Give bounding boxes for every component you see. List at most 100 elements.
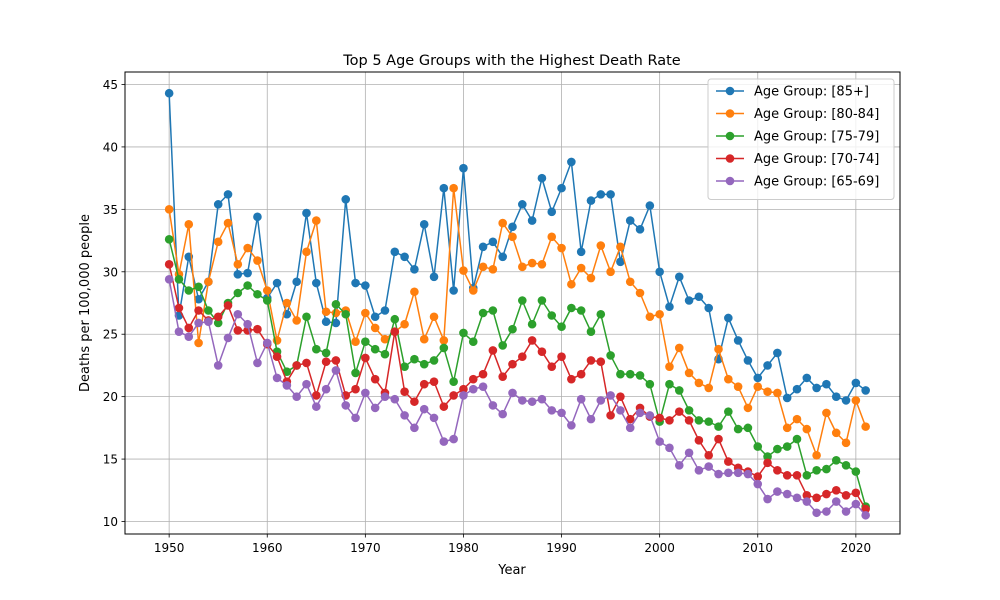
data-point [419, 359, 429, 369]
data-point [331, 299, 341, 309]
data-point [449, 183, 458, 193]
data-point [164, 235, 174, 244]
data-point [223, 301, 233, 310]
data-point [616, 406, 625, 415]
data-point [576, 369, 586, 379]
data-point [665, 362, 674, 371]
data-point [194, 282, 203, 292]
data-point [616, 242, 625, 252]
data-point [410, 264, 419, 274]
data-point [753, 442, 763, 451]
data-point [419, 220, 429, 229]
data-point [302, 358, 311, 368]
data-point [380, 306, 390, 315]
data-point [822, 507, 831, 516]
data-point [400, 252, 409, 262]
data-point [292, 392, 301, 401]
data-point [714, 344, 723, 354]
data-point [763, 458, 772, 468]
data-point [733, 382, 743, 391]
data-point [606, 190, 615, 199]
x-tick-label: 1970 [350, 541, 381, 555]
data-point [596, 241, 606, 250]
data-point [459, 266, 468, 275]
data-point [400, 387, 409, 396]
data-point [831, 392, 841, 401]
data-point [459, 163, 468, 173]
x-tick-label: 1990 [546, 541, 577, 555]
x-tick-label: 2000 [644, 541, 675, 555]
data-point [567, 421, 576, 430]
data-point [782, 489, 792, 499]
legend-label: Age Group: [75-79] [754, 130, 879, 145]
data-point [321, 357, 331, 366]
legend: Age Group: [85+] Age Group: [80-84] Age Gr… [707, 78, 895, 200]
series-4 [164, 274, 870, 520]
data-point [361, 281, 370, 290]
data-point [518, 262, 527, 272]
data-point [635, 371, 645, 380]
data-point [625, 423, 635, 433]
data-point [547, 311, 557, 320]
data-point [361, 353, 370, 363]
data-point [449, 286, 458, 295]
data-point [321, 307, 331, 317]
data-point [537, 347, 547, 357]
data-point [400, 319, 409, 329]
data-point [262, 338, 272, 348]
series-group [164, 88, 870, 520]
data-point [429, 356, 439, 365]
data-point [518, 296, 527, 305]
data-point [851, 499, 861, 509]
legend-item: Age Group: [80-84] [716, 107, 879, 122]
y-axis-label: Deaths per 100,000 people [78, 214, 93, 392]
data-point [635, 408, 645, 418]
data-point [841, 438, 851, 448]
data-point [282, 381, 292, 390]
data-point [253, 212, 262, 222]
data-point [743, 403, 753, 413]
data-point [204, 317, 213, 327]
data-point [527, 319, 537, 329]
data-point [312, 402, 321, 411]
data-point [331, 366, 341, 375]
data-point [792, 384, 802, 394]
data-point [459, 328, 468, 338]
data-point [351, 368, 360, 378]
legend-label: Age Group: [85+] [754, 85, 869, 100]
data-point [645, 379, 655, 389]
y-axis: 10 15 20 25 30 35 40 45 [103, 78, 125, 529]
legend-marker [725, 86, 735, 96]
data-point [567, 157, 576, 167]
data-point [704, 303, 713, 313]
data-point [194, 338, 203, 348]
data-point [822, 408, 831, 418]
data-point [851, 378, 861, 388]
data-point [439, 343, 449, 353]
data-point [488, 401, 498, 410]
data-point [223, 218, 233, 228]
data-point [449, 391, 458, 400]
data-point [194, 294, 203, 304]
data-point [822, 489, 831, 499]
data-point [351, 384, 360, 394]
data-point [370, 323, 380, 333]
data-point [802, 471, 812, 480]
data-point [537, 394, 547, 404]
x-axis: 1950 1960 1970 1980 1990 2000 2010 2020 [154, 534, 871, 555]
data-point [606, 351, 615, 360]
data-point [439, 437, 449, 446]
data-point [527, 336, 537, 345]
data-point [478, 262, 488, 272]
data-point [645, 312, 655, 322]
data-point [223, 190, 233, 199]
data-point [410, 354, 419, 364]
data-point [302, 379, 311, 389]
y-tick-label: 40 [103, 140, 118, 154]
data-point [704, 462, 713, 471]
data-point [625, 414, 635, 424]
chart-title: Top 5 Age Groups with the Highest Death … [342, 53, 681, 69]
data-point [576, 247, 586, 257]
data-point [410, 287, 419, 297]
data-point [312, 216, 321, 225]
